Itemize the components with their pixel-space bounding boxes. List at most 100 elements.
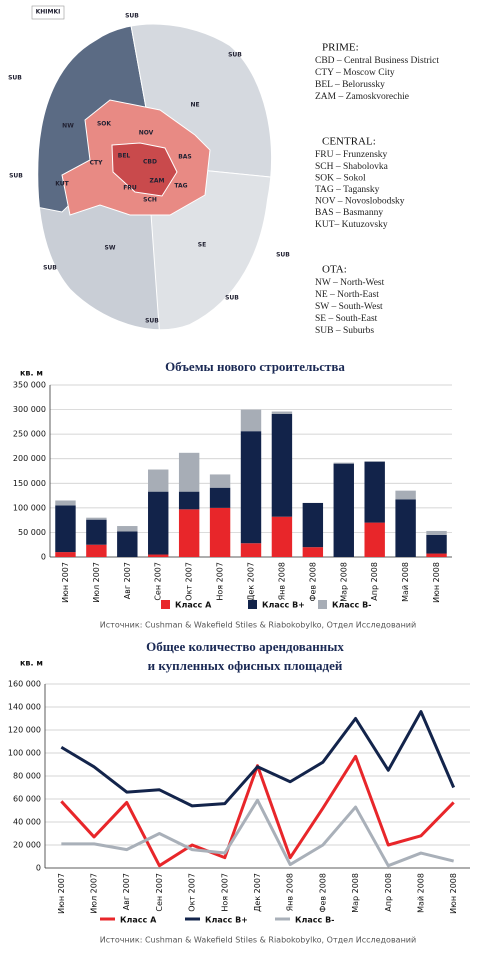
y-tick-label: 300 000: [13, 405, 46, 414]
legend-group-title: CENTRAL:: [322, 136, 376, 148]
legend-label: Класс B-: [295, 916, 334, 925]
y-tick-label: 60 000: [13, 795, 41, 804]
map-label: NE: [190, 102, 199, 109]
bar-segment: [395, 499, 416, 557]
map-label: KHIMKI: [36, 9, 61, 16]
legend-label: Класс B-: [332, 601, 371, 610]
y-tick-label: 40 000: [13, 818, 41, 827]
bar-segment: [395, 490, 416, 500]
y-tick-label: 350 000: [13, 381, 46, 390]
x-tick-label: Июн 2008: [449, 873, 458, 914]
x-tick-label: Авг 2007: [122, 873, 131, 910]
bar-segment: [209, 507, 231, 557]
x-tick-label: Окт 2007: [185, 562, 194, 601]
x-tick-label: Дек 2007: [253, 873, 262, 912]
legend-group-title: PRIME:: [322, 42, 359, 54]
map-label: NW: [62, 123, 74, 130]
source-note: Источник: Cushman & Wakefield Stiles & R…: [100, 621, 416, 630]
x-tick-label: Мар 2008: [351, 873, 360, 913]
map-label: SUB: [125, 13, 139, 20]
x-tick-label: Мар 2008: [339, 562, 348, 602]
bar-segment: [178, 452, 200, 492]
map-label: SE: [198, 242, 206, 249]
bar-segment: [240, 543, 262, 557]
legend-swatch: [318, 600, 327, 609]
bar-segment: [55, 505, 76, 553]
y-axis-label: кв. м: [20, 369, 43, 378]
x-tick-label: Июн 2008: [432, 562, 441, 603]
legend-group-title: OTA:: [322, 264, 347, 276]
x-tick-label: Июл 2007: [92, 562, 101, 603]
y-tick-label: 80 000: [13, 772, 41, 781]
chart-title: и купленных офисных площадей: [148, 658, 343, 673]
y-tick-label: 20 000: [13, 841, 41, 850]
bar-segment: [333, 462, 354, 464]
legend-item: SW – South-West: [315, 302, 383, 312]
y-tick-label: 100 000: [13, 503, 46, 512]
x-tick-label: Окт 2007: [188, 873, 197, 912]
map-label: BEL: [118, 153, 131, 160]
x-tick-label: Май 2008: [401, 562, 410, 602]
x-tick-label: Фев 2008: [318, 873, 327, 912]
bar-segment: [55, 552, 76, 557]
city-outline: [36, 22, 274, 332]
y-axis-label: кв. м: [20, 659, 43, 668]
x-tick-label: Ноя 2007: [216, 562, 225, 601]
bar-segment: [426, 530, 447, 535]
legend-label: Класс B+: [205, 916, 248, 925]
map-label: TAG: [174, 183, 187, 190]
map: [31, 5, 274, 332]
y-tick-label: 0: [41, 553, 46, 562]
bar-segment: [86, 517, 107, 520]
source-note: Источник: Cushman & Wakefield Stiles & R…: [100, 936, 416, 945]
bar-segment: [148, 491, 169, 555]
legend-item: TAG – Taganskу: [315, 185, 380, 195]
bar-segment: [209, 474, 231, 488]
bar-segment: [117, 526, 138, 532]
map-label: BAS: [178, 154, 192, 161]
bar-segment: [240, 409, 262, 432]
bar-segment: [117, 531, 138, 557]
legend-item: ZAM – Zamoskvorechie: [315, 92, 409, 102]
prime-zone: [111, 142, 178, 197]
series-line: [60, 710, 456, 808]
x-tick-label: Янв 2008: [286, 873, 295, 911]
khimki-box: [31, 5, 65, 20]
y-tick-label: 200 000: [13, 454, 46, 463]
x-tick-label: Янв 2008: [277, 562, 286, 600]
bar-segment: [271, 411, 293, 414]
x-tick-label: Сен 2007: [155, 873, 164, 912]
x-tick-label: Авг 2007: [123, 562, 132, 599]
bar-segment: [271, 413, 293, 517]
bar-segment: [148, 554, 169, 557]
map-label: SUB: [145, 318, 159, 325]
x-tick-label: Апр 2008: [370, 562, 379, 601]
map-label: SUB: [43, 265, 57, 272]
y-tick-label: 250 000: [13, 430, 46, 439]
legend-item: CTY – Moscow City: [315, 68, 395, 78]
y-tick-label: 160 000: [8, 680, 41, 689]
x-tick-label: Май 2008: [416, 873, 425, 913]
x-tick-label: Фев 2008: [308, 562, 317, 601]
bar-segment: [86, 544, 107, 557]
bar-segment: [302, 547, 324, 557]
map-label: SOK: [97, 121, 111, 128]
map-label: CTY: [90, 160, 103, 167]
map-label: CBD: [143, 159, 157, 166]
y-tick-label: 120 000: [8, 726, 41, 735]
legend-item: NE – North-East: [315, 290, 379, 300]
y-tick-label: 150 000: [13, 479, 46, 488]
bar-segment: [426, 534, 447, 554]
legend-item: SCH – Shabolovka: [315, 162, 389, 172]
map-label: FRU: [123, 185, 137, 192]
bar-segment: [148, 469, 169, 492]
legend-item: NOV – Novoslobodsky: [315, 197, 405, 207]
legend-swatch: [248, 600, 257, 609]
y-tick-label: 140 000: [8, 703, 41, 712]
x-tick-label: Апр 2008: [384, 873, 393, 912]
bar-segment: [178, 509, 200, 557]
legend-item: NW – North-West: [315, 278, 385, 288]
chart-title: Общее количество арендованных: [146, 639, 344, 654]
bar-segment: [240, 431, 262, 544]
